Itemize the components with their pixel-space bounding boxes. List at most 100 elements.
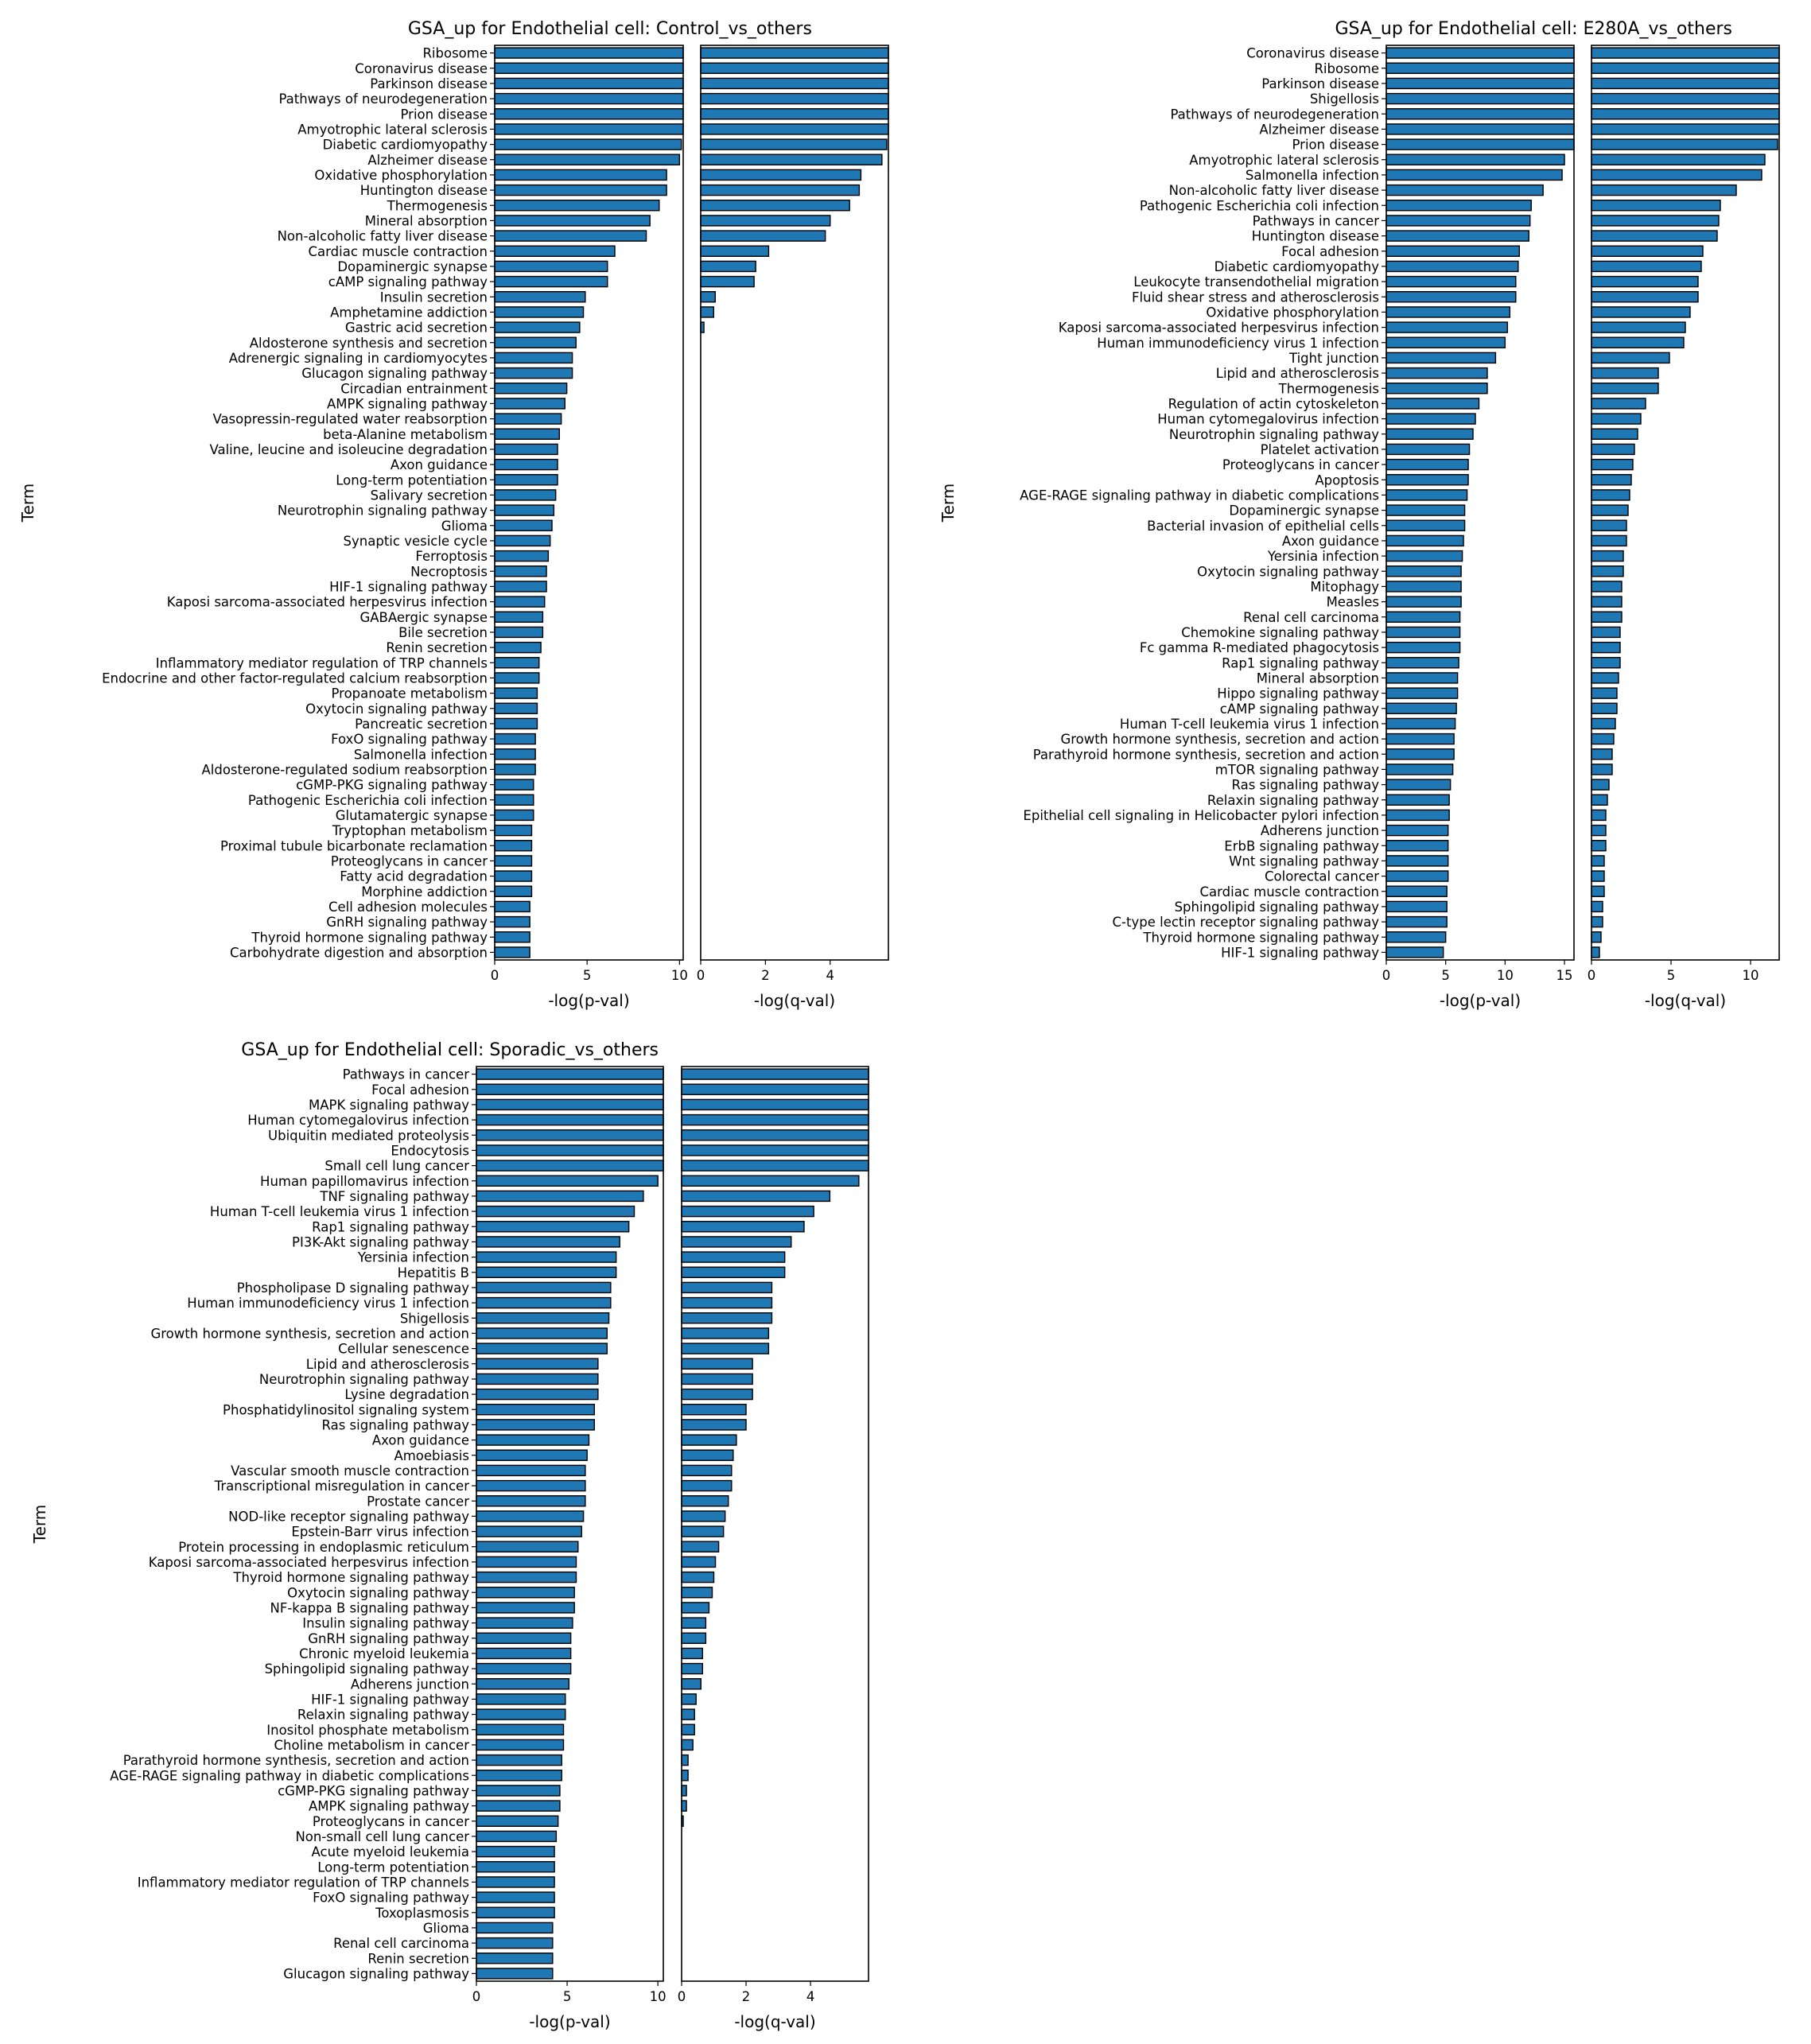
bar <box>1385 748 1455 760</box>
bar <box>1385 47 1575 59</box>
category-label: Coronavirus disease <box>355 61 488 76</box>
category-label: Renal cell carcinoma <box>333 1936 469 1951</box>
bar <box>1591 184 1737 196</box>
bar <box>494 641 542 654</box>
bar <box>1591 641 1621 654</box>
category-label: GABAergic synapse <box>359 610 488 625</box>
x-tick-label: 10 <box>650 1989 666 2004</box>
category-label: beta-Alanine metabolism <box>323 427 488 442</box>
bar <box>1385 550 1463 562</box>
category-label: Insulin signaling pathway <box>302 1616 469 1631</box>
category-label: Valine, leucine and isoleucine degradati… <box>209 442 488 457</box>
category-label: Yersinia infection <box>357 1250 469 1265</box>
bar <box>494 291 586 303</box>
bar <box>494 794 534 806</box>
category-label: Toxoplasmosis <box>375 1906 469 1921</box>
bar <box>476 1083 664 1095</box>
bar <box>1591 611 1623 623</box>
category-label: Colorectal cancer <box>1265 869 1379 884</box>
bar <box>1591 138 1778 150</box>
category-label: Focal adhesion <box>371 1082 469 1098</box>
bar <box>681 1617 707 1629</box>
category-label: Kaposi sarcoma-associated herpesvirus in… <box>1059 321 1379 336</box>
bar <box>1385 519 1466 531</box>
category-label: Ribosome <box>1314 61 1379 76</box>
bar <box>476 1815 559 1827</box>
bar <box>681 1434 737 1446</box>
bar <box>1385 367 1488 379</box>
bar <box>681 1358 753 1370</box>
bar <box>700 153 883 165</box>
category-label: Mineral absorption <box>1257 670 1379 686</box>
category-label: Pathways in cancer <box>343 1067 470 1082</box>
category-label: Pancreatic secretion <box>355 717 488 732</box>
bar <box>494 824 533 837</box>
bar <box>476 1876 555 1888</box>
category-label: Cardiac muscle contraction <box>309 244 488 259</box>
category-label: Proteoglycans in cancer <box>313 1814 469 1829</box>
bar <box>681 1160 869 1172</box>
bar <box>681 1525 725 1537</box>
bar <box>476 1953 554 1964</box>
category-label: Oxytocin signaling pathway <box>305 701 488 717</box>
category-label: Proteoglycans in cancer <box>331 853 488 869</box>
bar <box>476 1205 635 1218</box>
category-label: Circadian entrainment <box>340 381 488 396</box>
x-tick-label: 0 <box>1588 968 1596 983</box>
category-label: Pathogenic Escherichia coli infection <box>1140 198 1379 213</box>
bar <box>1591 855 1605 867</box>
bar <box>476 1251 617 1263</box>
bar <box>494 321 581 333</box>
category-label: Fatty acid degradation <box>340 869 488 884</box>
bar <box>1591 215 1720 227</box>
category-label: Bile secretion <box>398 625 488 640</box>
bar <box>1591 306 1691 318</box>
bar <box>476 1419 596 1431</box>
bar <box>476 1906 555 1918</box>
bar <box>494 702 538 714</box>
chart-title: GSA_up for Endothelial cell: Control_vs_… <box>408 19 812 39</box>
bar <box>1385 458 1469 471</box>
bar <box>494 230 647 242</box>
category-label: Shigellosis <box>1310 91 1379 107</box>
category-label: Inositol phosphate metabolism <box>266 1723 469 1738</box>
bar <box>700 47 889 59</box>
bar <box>494 306 585 318</box>
bar <box>1591 77 1780 90</box>
bar <box>494 215 651 227</box>
category-label: Pathogenic Escherichia coli infection <box>248 793 488 808</box>
bar <box>476 1373 599 1385</box>
bar <box>476 1358 599 1370</box>
bar <box>476 1434 590 1446</box>
bar <box>1591 534 1627 547</box>
bar <box>1385 657 1459 669</box>
category-label: Synaptic vesicle cycle <box>344 534 488 549</box>
axes-frame <box>700 45 889 961</box>
bar <box>494 47 684 59</box>
chart-3: GSA_up for Endothelial cell: Sporadic_vs… <box>30 1040 869 2031</box>
bar <box>494 717 538 730</box>
category-label: Vascular smooth muscle contraction <box>231 1463 469 1479</box>
category-label: Rap1 signaling pathway <box>1222 655 1379 670</box>
category-label: Tryptophan metabolism <box>332 823 488 838</box>
category-label: Pathways of neurodegeneration <box>278 91 488 107</box>
bar <box>494 915 530 928</box>
bar <box>1591 931 1602 943</box>
category-label: mTOR signaling pathway <box>1215 762 1380 777</box>
bar <box>1385 885 1448 897</box>
bar <box>681 1312 773 1324</box>
bar <box>476 1404 596 1416</box>
bar <box>681 1464 733 1477</box>
bar <box>681 1510 726 1522</box>
x-axis-label: -log(p-val) <box>529 2012 610 2031</box>
bar <box>1385 824 1449 837</box>
axes-frame <box>1385 45 1575 961</box>
category-label: Alzheimer disease <box>367 153 488 168</box>
bar <box>1591 153 1766 165</box>
x-tick-label: 5 <box>583 968 592 983</box>
category-label: Phosphatidylinositol signaling system <box>223 1402 469 1417</box>
bar <box>494 550 550 562</box>
bar <box>1591 672 1619 684</box>
x-tick-label: 10 <box>1743 968 1759 983</box>
